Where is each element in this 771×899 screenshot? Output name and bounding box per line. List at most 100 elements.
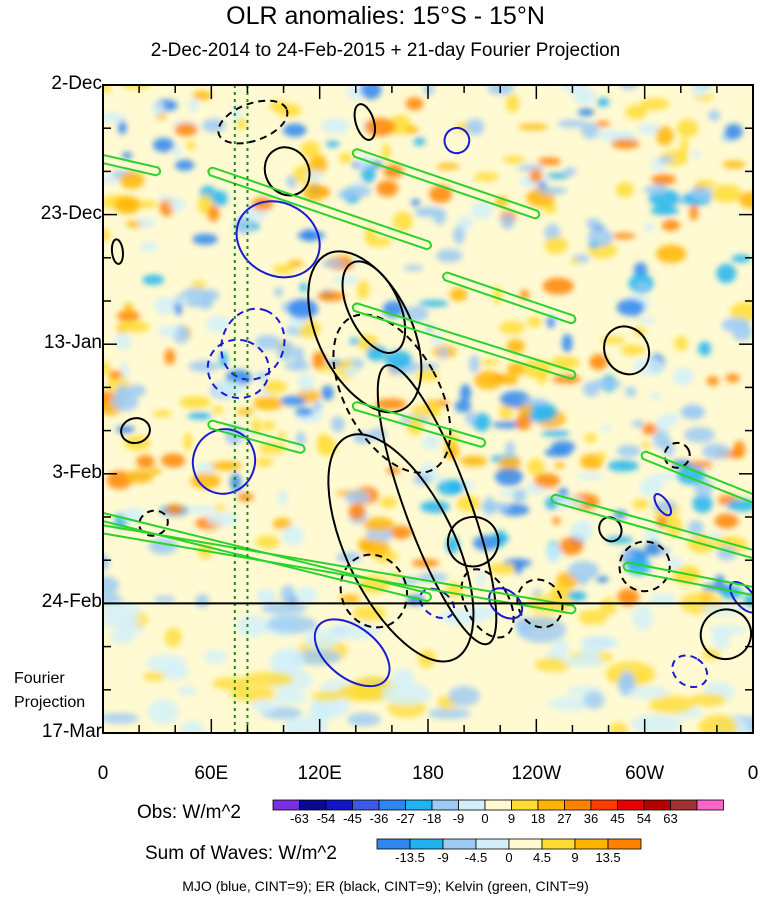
anomaly-blob: [563, 167, 577, 177]
anomaly-blob: [191, 280, 207, 289]
anomaly-blob: [633, 262, 648, 278]
anomaly-blob: [379, 496, 398, 508]
anomaly-blob: [413, 137, 426, 146]
anomaly-blob: [254, 334, 281, 350]
anomaly-blob: [473, 172, 500, 182]
projection-blob: [448, 685, 480, 707]
projection-blob: [578, 609, 608, 625]
anomaly-blob: [513, 560, 523, 575]
anomaly-blob: [632, 498, 650, 510]
anomaly-blob: [653, 430, 670, 449]
projection-blob: [103, 601, 141, 622]
anomaly-blob: [337, 190, 353, 199]
projection-blob: [147, 699, 180, 725]
anomaly-blob: [698, 341, 712, 356]
obs-colorbar-tick-label: 36: [583, 811, 599, 826]
anomaly-blob: [149, 467, 162, 475]
anomaly-blob: [513, 488, 527, 503]
anomaly-blob: [349, 337, 360, 345]
anomaly-blob: [376, 180, 399, 197]
er-contour: [446, 515, 500, 568]
projection-blob: [427, 707, 471, 720]
plot-axes: [102, 84, 754, 734]
anomaly-blob: [581, 122, 599, 139]
obs-colorbar-tick-label: -45: [343, 811, 362, 826]
projection-blob: [548, 696, 594, 711]
kelvin-contour: [550, 493, 753, 559]
x-tick-label: 120W: [511, 763, 562, 784]
anomaly-blob: [611, 138, 640, 150]
er-contour: [663, 441, 691, 469]
er-contour: [699, 608, 753, 661]
projection-label-line2: Projection: [14, 694, 86, 711]
projection-blob: [347, 712, 381, 727]
anomaly-blob: [557, 119, 588, 128]
anomaly-blob: [183, 432, 193, 451]
anomaly-blob: [284, 360, 310, 371]
anomaly-blob: [643, 185, 667, 195]
anomaly-blob: [596, 129, 620, 141]
mjo-contour: [313, 618, 391, 688]
anomaly-blob: [356, 279, 370, 299]
projection-blob: [689, 693, 727, 707]
anomaly-blob: [499, 374, 519, 386]
anomaly-blob: [262, 380, 288, 394]
anomaly-blob: [545, 543, 562, 564]
anomaly-blob: [667, 556, 683, 570]
anomaly-blob: [364, 117, 396, 137]
anomaly-blob: [716, 263, 737, 284]
anomaly-blob: [321, 385, 334, 401]
anomaly-blob: [625, 386, 637, 397]
anomaly-blob: [655, 126, 674, 146]
anomaly-blob: [205, 315, 231, 333]
anomaly-blob: [589, 354, 608, 371]
anomaly-blob: [533, 588, 542, 598]
er-contour: [618, 540, 671, 593]
projection-blob: [293, 714, 329, 733]
anomaly-blob: [103, 228, 111, 242]
obs-colorbar-tick-label: 18: [530, 811, 546, 826]
anomaly-blob: [616, 444, 642, 458]
anomaly-blob: [114, 195, 141, 215]
anomaly-blob: [211, 190, 228, 207]
anomaly-blob: [192, 233, 218, 245]
er-contour: [598, 516, 623, 543]
anomaly-blob: [287, 298, 319, 319]
anomaly-blob: [187, 505, 216, 514]
anomaly-blob: [294, 407, 314, 417]
anomaly-blob: [499, 321, 525, 335]
kelvin-contour: [640, 450, 753, 504]
projection-blob: [514, 616, 535, 635]
anomaly-blob: [360, 85, 382, 100]
er-contour: [217, 99, 289, 145]
anomaly-blob: [117, 120, 127, 135]
obs-colorbar-swatch: [564, 799, 592, 811]
anomaly-blob: [641, 441, 651, 450]
anomaly-blob: [142, 274, 165, 285]
anomaly-blob: [518, 123, 549, 130]
projection-blob: [311, 691, 342, 702]
anomaly-blob: [561, 333, 573, 353]
anomaly-blob: [236, 117, 247, 131]
anomaly-blob: [500, 214, 515, 230]
projection-blob: [609, 722, 629, 733]
anomaly-blob: [117, 310, 140, 322]
anomaly-blob: [584, 432, 597, 443]
anomaly-blob: [411, 198, 421, 207]
anomaly-blob: [499, 456, 522, 469]
anomaly-blob: [405, 97, 424, 111]
anomaly-blob: [527, 458, 545, 476]
projection-blob: [251, 699, 278, 713]
anomaly-blob: [714, 513, 739, 529]
projection-blob: [352, 605, 387, 622]
anomaly-blob: [527, 402, 558, 423]
anomaly-blob: [615, 182, 634, 198]
x-tick-label: 120E: [297, 763, 342, 784]
waves-colorbar-swatch: [376, 838, 411, 850]
anomaly-blob: [473, 412, 491, 432]
anomaly-blob: [476, 569, 486, 587]
anomaly-blob: [582, 381, 600, 397]
anomaly-blob: [505, 93, 520, 113]
anomaly-blob: [695, 180, 716, 189]
kelvin-contour: [207, 166, 432, 251]
